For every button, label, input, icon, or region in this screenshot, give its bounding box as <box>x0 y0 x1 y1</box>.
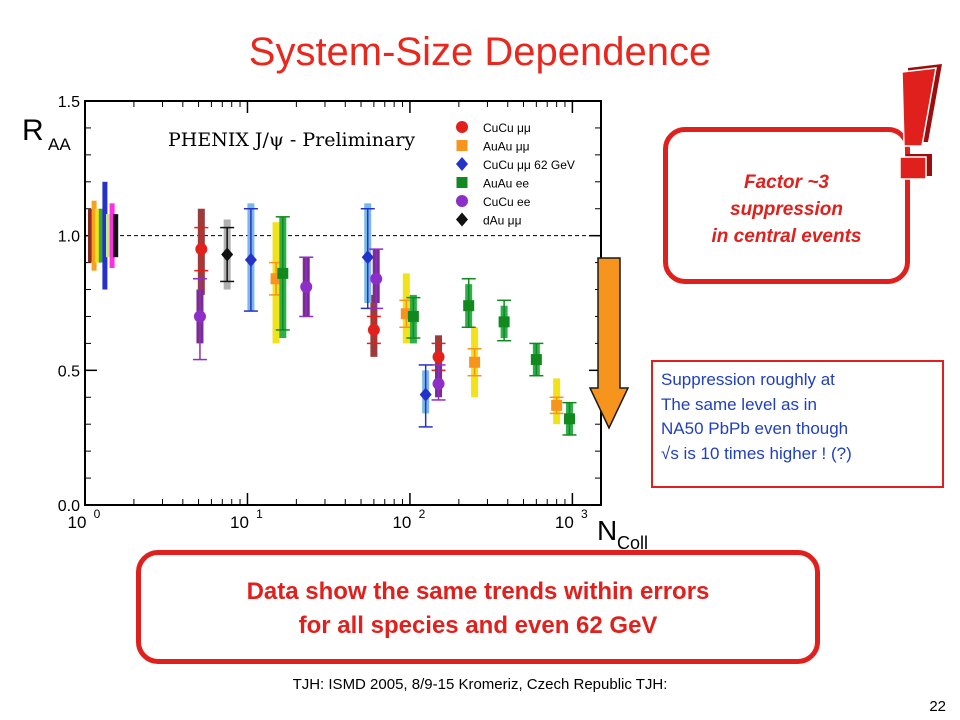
x-tick-label: 10 <box>68 513 87 532</box>
y-tick-label: 0.0 <box>58 498 80 515</box>
x-tick-exponent: 3 <box>581 507 588 521</box>
note-line: √s is 10 times higher ! (?) <box>661 443 852 463</box>
legend-marker <box>456 212 468 227</box>
data-point <box>367 323 380 336</box>
y-axis-label-sub: AA <box>48 135 71 154</box>
x-axis-label-sub: Coll <box>617 533 648 553</box>
normalization-band <box>106 214 111 258</box>
normalization-band <box>91 200 97 271</box>
x-tick-label: 10 <box>230 513 249 532</box>
callout-line: suppression <box>730 199 843 220</box>
chart-title: PHENIX J/ψ - Preliminary <box>168 129 415 151</box>
normalization-band <box>98 208 104 263</box>
data-point <box>221 247 234 262</box>
legend-label: CuCu μμ <box>483 121 531 135</box>
normalization-band <box>113 214 119 258</box>
exclamation-icon <box>899 64 942 180</box>
data-point <box>564 413 576 425</box>
data-point <box>498 316 510 328</box>
data-point <box>277 267 289 279</box>
legend-marker <box>456 195 468 207</box>
conclusion-callout: Data show the same trends within errors … <box>136 550 820 664</box>
legend-marker <box>456 121 468 133</box>
normalization-band <box>102 181 108 290</box>
data-point <box>407 310 419 322</box>
page-number: 22 <box>929 698 946 715</box>
normalization-band <box>95 208 101 263</box>
data-point <box>244 252 257 267</box>
y-tick-label: 1.0 <box>58 229 80 246</box>
conclusion-line: for all species and even 62 GeV <box>298 612 658 639</box>
callout-line: in central events <box>711 226 862 247</box>
down-arrow <box>588 257 630 430</box>
data-point <box>463 300 475 312</box>
note-line: Suppression roughly at <box>661 370 835 389</box>
data-point <box>469 356 481 368</box>
data-point <box>419 387 432 402</box>
legend-label: AuAu μμ <box>483 140 530 154</box>
legend-marker <box>456 140 468 151</box>
x-tick-exponent: 0 <box>94 507 101 521</box>
data-point <box>400 308 412 320</box>
data-point <box>530 354 542 366</box>
data-point <box>361 250 374 265</box>
x-tick-exponent: 2 <box>419 507 426 521</box>
y-tick-label: 0.5 <box>58 363 80 380</box>
normalization-band <box>88 208 93 263</box>
x-tick-label: 10 <box>392 513 411 532</box>
note-line: The same level as in <box>661 394 817 414</box>
note-box: Suppression roughly at The same level as… <box>651 360 944 488</box>
factor-suppression-callout: Factor ~3 suppression in central events <box>663 127 910 284</box>
legend-label: AuAu ee <box>483 177 529 191</box>
data-point <box>195 243 208 256</box>
x-axis-label: N <box>597 515 617 546</box>
data-point <box>300 280 313 293</box>
legend-label: dAu μμ <box>483 214 522 228</box>
data-point <box>551 399 563 411</box>
callout-line: Factor ~3 <box>743 172 829 193</box>
y-tick-label: 1.5 <box>58 94 80 111</box>
note-line: NA50 PbPb even though <box>661 419 849 438</box>
legend-label: CuCu ee <box>483 195 531 209</box>
legend-marker <box>456 157 468 171</box>
data-point <box>370 272 383 285</box>
data-point <box>432 377 445 390</box>
data-point <box>270 273 282 285</box>
data-point <box>432 350 445 363</box>
x-tick-exponent: 1 <box>256 507 263 521</box>
y-axis-label: R <box>22 114 44 147</box>
legend-marker <box>456 177 468 188</box>
slide-title: System-Size Dependence <box>248 30 712 74</box>
x-tick-label: 10 <box>555 513 574 532</box>
normalization-band <box>109 203 115 268</box>
legend-label: CuCu μμ 62 GeV <box>483 158 575 172</box>
conclusion-line: Data show the same trends within errors <box>246 578 710 605</box>
footer-text: TJH: ISMD 2005, 8/9-15 Kromeriz, Czech R… <box>292 676 668 693</box>
data-point <box>193 310 206 323</box>
